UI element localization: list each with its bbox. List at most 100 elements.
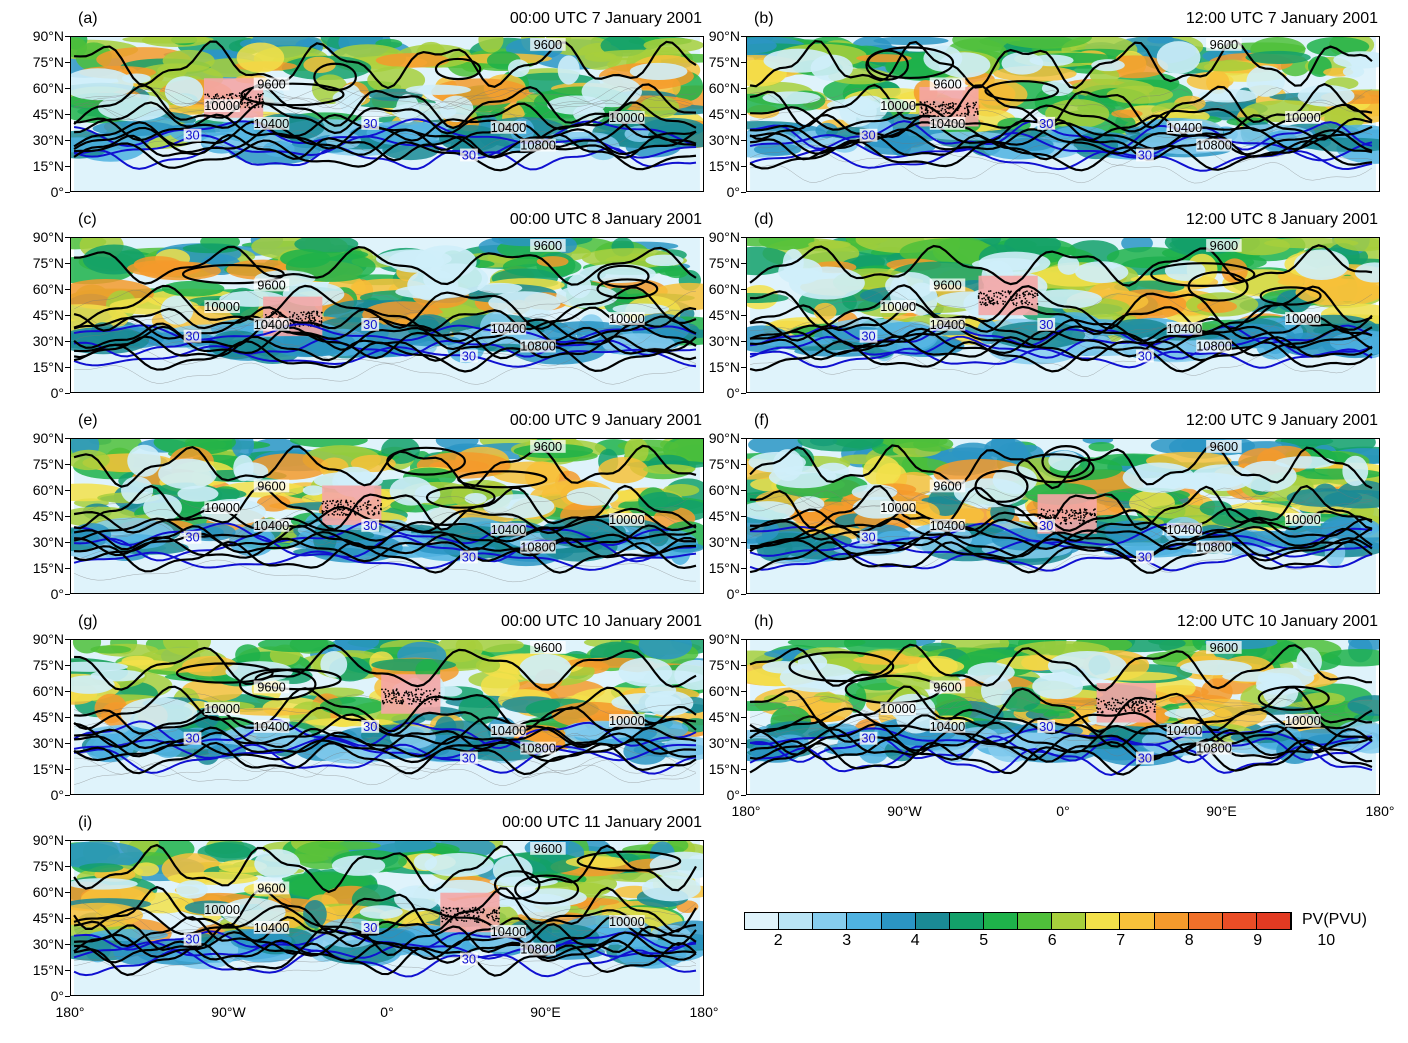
lat-tick-mark bbox=[741, 166, 746, 167]
lat-tick-label: 90°N bbox=[708, 28, 740, 44]
height-contour-label: 9600 bbox=[933, 277, 962, 292]
panel-label: (e) bbox=[78, 412, 98, 429]
lat-tick-mark bbox=[741, 665, 746, 666]
lat-tick-mark bbox=[741, 341, 746, 342]
height-contour-label: 10000 bbox=[609, 713, 645, 728]
lat-tick-mark bbox=[65, 114, 70, 115]
height-contour-label: 10000 bbox=[609, 512, 645, 527]
lat-tick-label: 0° bbox=[726, 184, 740, 200]
lon-tick-label: 90°E bbox=[530, 1004, 561, 1020]
lat-tick-label: 90°N bbox=[708, 229, 740, 245]
panel-title: 12:00 UTC 7 January 2001 bbox=[1185, 10, 1378, 27]
wind-contour-label: 30 bbox=[861, 128, 875, 143]
height-contour-label: 10000 bbox=[880, 299, 916, 314]
wind-contour-label: 30 bbox=[861, 329, 875, 344]
lat-tick-label: 0° bbox=[726, 586, 740, 602]
wind-contour-label: 30 bbox=[185, 530, 199, 545]
wind-contour-label: 30 bbox=[185, 932, 199, 947]
height-contour-label: 10000 bbox=[1285, 713, 1321, 728]
lon-tick-label: 90°W bbox=[887, 803, 922, 819]
lat-tick-mark bbox=[741, 263, 746, 264]
wind-contour-label: 30 bbox=[363, 920, 377, 935]
pv-map-c: 9600 9600 10000 10400 10800 10400 10000 30 30 30 bbox=[71, 238, 703, 392]
lat-tick-label: 30°N bbox=[708, 333, 740, 349]
lat-tick-label: 45°N bbox=[32, 106, 64, 122]
lat-tick-mark bbox=[741, 639, 746, 640]
height-contour-label: 10800 bbox=[520, 942, 556, 957]
height-contour-label: 9600 bbox=[933, 679, 962, 694]
height-contour-label: 9600 bbox=[1210, 37, 1239, 52]
height-contour-label: 9600 bbox=[933, 478, 962, 493]
height-contour-label: 9600 bbox=[534, 37, 563, 52]
lat-tick-mark bbox=[741, 594, 746, 595]
lat-tick-label: 75°N bbox=[32, 255, 64, 271]
lat-tick-label: 75°N bbox=[708, 657, 740, 673]
lat-tick-label: 0° bbox=[726, 385, 740, 401]
height-contour-label: 10400 bbox=[491, 120, 527, 135]
height-contour-label: 10000 bbox=[1285, 311, 1321, 326]
panel-label: (f) bbox=[754, 412, 770, 429]
lat-tick-label: 15°N bbox=[708, 560, 740, 576]
map-area: 9600 9600 10000 10400 10800 10400 10000 30 30 30 bbox=[70, 639, 704, 795]
lat-tick-label: 75°N bbox=[32, 456, 64, 472]
lat-tick-label: 90°N bbox=[32, 832, 64, 848]
height-contour-label: 9600 bbox=[1210, 640, 1239, 655]
lat-tick-mark bbox=[65, 691, 70, 692]
pv-map-e: 9600 9600 10000 10400 10800 10400 10000 30 30 30 bbox=[71, 439, 703, 593]
lat-tick-mark bbox=[65, 840, 70, 841]
height-contour-label: 9600 bbox=[257, 478, 286, 493]
lat-tick-label: 45°N bbox=[708, 709, 740, 725]
panel-label: (g) bbox=[78, 613, 98, 630]
lat-tick-label: 60°N bbox=[32, 80, 64, 96]
wind-contour-label: 30 bbox=[185, 731, 199, 746]
colorbar-swatch bbox=[1188, 913, 1223, 929]
height-contour-label: 9600 bbox=[1210, 439, 1239, 454]
lat-tick-mark bbox=[741, 88, 746, 89]
lat-tick-mark bbox=[65, 490, 70, 491]
colorbar-tick-label: 2 bbox=[773, 932, 783, 949]
map-area: 9600 9600 10000 10400 10800 10400 10000 30 30 30 bbox=[746, 237, 1380, 393]
lat-tick-label: 60°N bbox=[32, 281, 64, 297]
colorbar-swatch bbox=[949, 913, 984, 929]
lat-tick-mark bbox=[65, 263, 70, 264]
wind-contour-label: 30 bbox=[1138, 750, 1152, 765]
panel-title: 00:00 UTC 10 January 2001 bbox=[500, 613, 702, 630]
lat-tick-label: 0° bbox=[50, 988, 64, 1004]
height-contour-label: 10000 bbox=[880, 701, 916, 716]
lat-tick-mark bbox=[65, 639, 70, 640]
lat-tick-label: 0° bbox=[50, 586, 64, 602]
wind-contour-label: 30 bbox=[363, 317, 377, 332]
lat-tick-mark bbox=[741, 795, 746, 796]
colorbar-tick-label: 10 bbox=[1317, 932, 1336, 949]
wind-contour-label: 30 bbox=[363, 518, 377, 533]
height-contour-label: 10400 bbox=[491, 723, 527, 738]
height-contour-label: 10000 bbox=[204, 98, 240, 113]
wind-contour-label: 30 bbox=[363, 116, 377, 131]
lat-tick-mark bbox=[65, 393, 70, 394]
height-contour-label: 9600 bbox=[257, 277, 286, 292]
height-contour-label: 9600 bbox=[257, 880, 286, 895]
wind-contour-label: 30 bbox=[1039, 719, 1053, 734]
lon-tick-label: 180° bbox=[731, 803, 761, 819]
lat-tick-label: 45°N bbox=[32, 709, 64, 725]
colorbar-swatch bbox=[745, 913, 780, 929]
panel-title: 00:00 UTC 8 January 2001 bbox=[509, 211, 702, 228]
pv-map-h: 9600 9600 10000 10400 10800 10400 10000 30 30 30 bbox=[747, 640, 1379, 794]
lat-tick-label: 60°N bbox=[32, 683, 64, 699]
lat-tick-label: 0° bbox=[726, 787, 740, 803]
lat-tick-label: 30°N bbox=[708, 132, 740, 148]
panel-title: 12:00 UTC 8 January 2001 bbox=[1185, 211, 1378, 228]
lat-tick-mark bbox=[741, 717, 746, 718]
colorbar-tick-label: 6 bbox=[1047, 932, 1057, 949]
panel-title: 12:00 UTC 9 January 2001 bbox=[1185, 412, 1378, 429]
panel-label: (a) bbox=[78, 10, 98, 27]
lon-tick-label: 180° bbox=[689, 1004, 719, 1020]
lat-tick-mark bbox=[741, 393, 746, 394]
height-contour-label: 10000 bbox=[609, 110, 645, 125]
lat-tick-mark bbox=[65, 892, 70, 893]
lat-tick-label: 90°N bbox=[32, 631, 64, 647]
lat-tick-label: 75°N bbox=[708, 255, 740, 271]
wind-contour-label: 30 bbox=[185, 329, 199, 344]
map-area: 9600 9600 10000 10400 10800 10400 10000 30 30 30 bbox=[70, 36, 704, 192]
lat-tick-label: 15°N bbox=[708, 158, 740, 174]
